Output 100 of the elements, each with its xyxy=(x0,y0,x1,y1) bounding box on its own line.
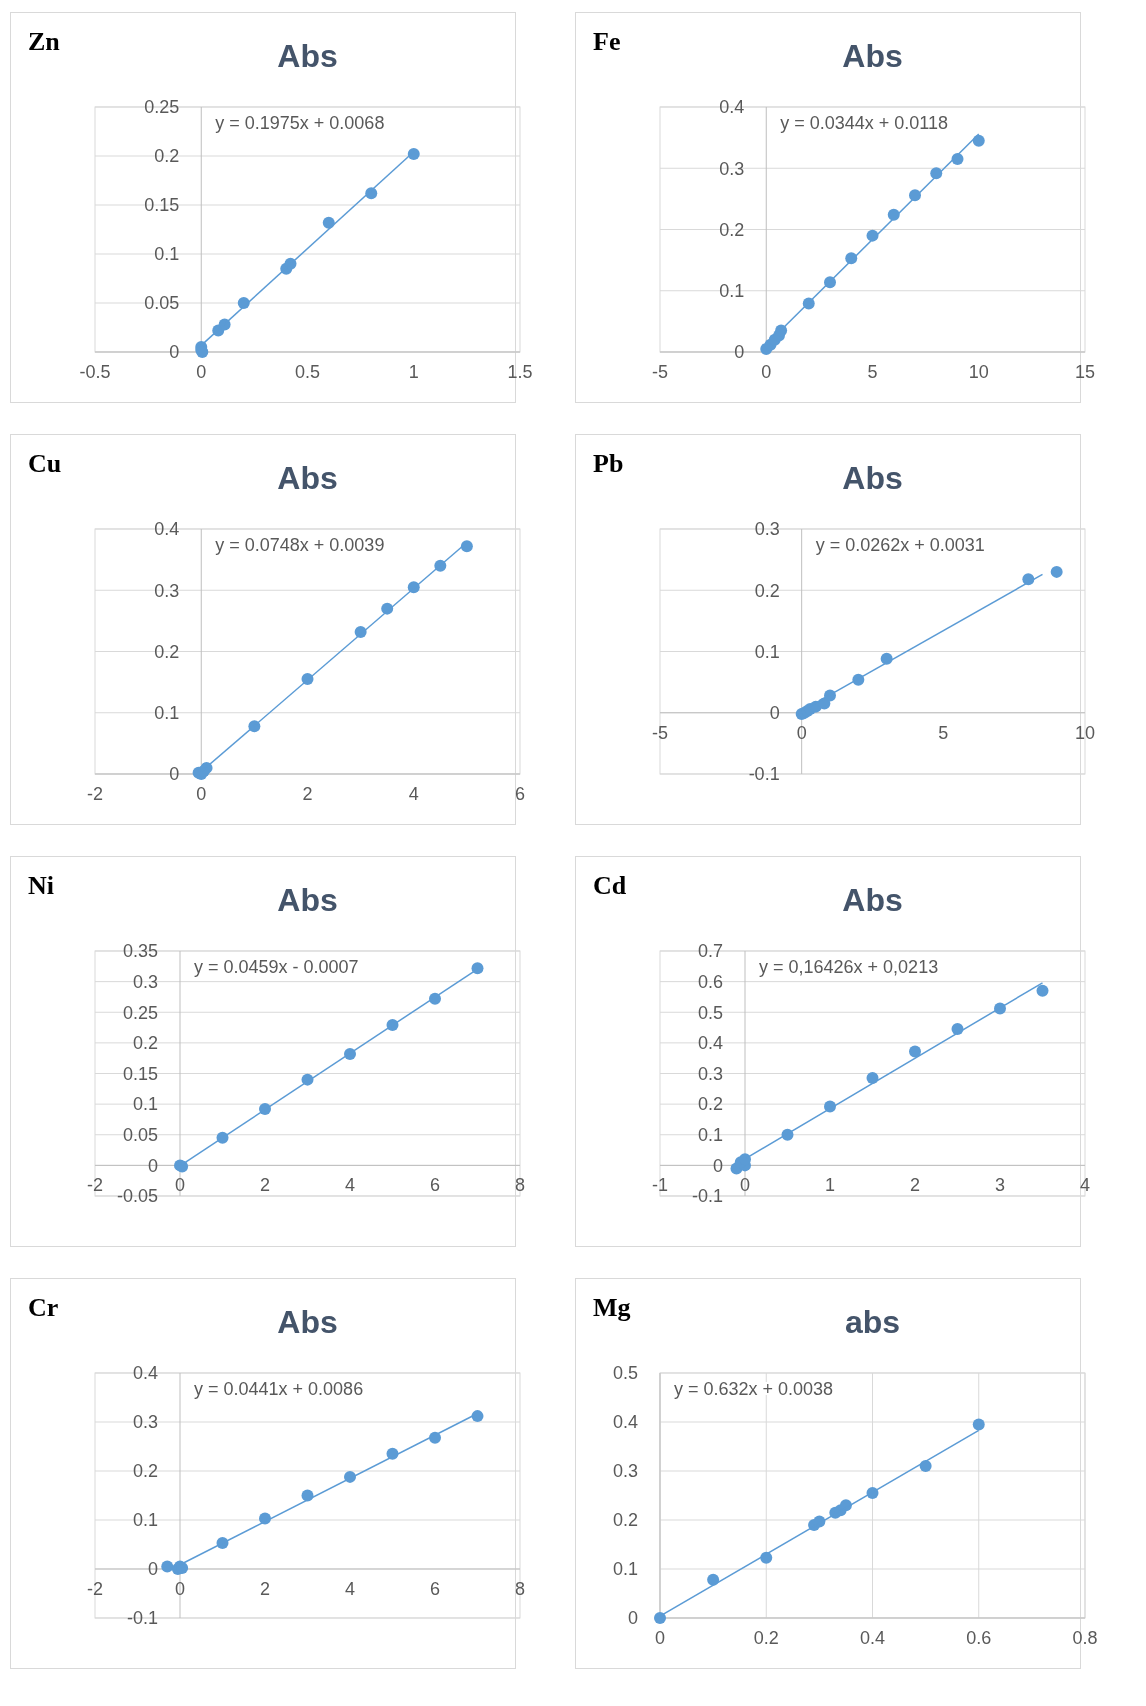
y-tick-label: 0.3 xyxy=(132,1412,158,1433)
chart-title: Abs xyxy=(277,882,338,918)
y-tick-label: 0.35 xyxy=(122,941,158,962)
x-tick-label: -2 xyxy=(86,784,104,804)
y-tick-label: 0.2 xyxy=(154,641,180,662)
y-tick-label: 0.2 xyxy=(612,1510,638,1531)
y-tick-label: 0.15 xyxy=(144,195,180,216)
y-tick-label: -0.1 xyxy=(748,764,780,785)
x-tick-label: -2 xyxy=(86,1175,104,1196)
y-tick-label: 0.5 xyxy=(612,1363,638,1384)
x-tick-label: 6 xyxy=(514,784,526,804)
chart-title: Abs xyxy=(842,38,903,74)
y-tick-label: 0 xyxy=(712,1155,723,1176)
y-tick-label: 0.25 xyxy=(144,97,180,118)
x-tick-label: 8 xyxy=(514,1579,526,1599)
x-tick-label: 2 xyxy=(259,1175,271,1196)
annotation: y = 0,16426x + 0,0213 xyxy=(759,957,939,977)
y-tick-label: 0.2 xyxy=(697,1094,723,1115)
y-tick-label: 0 xyxy=(169,342,180,363)
y-tick-label: 0.1 xyxy=(132,1510,158,1531)
chart-subtitle: Pb xyxy=(593,449,624,478)
x-tick-label: 1.5 xyxy=(507,362,533,382)
x-tick-label: 6 xyxy=(429,1579,441,1599)
annotation: y = 0.632x + 0.0038 xyxy=(674,1379,834,1399)
x-tick-label: 1 xyxy=(824,1175,836,1196)
y-tick-label: -0.05 xyxy=(116,1186,158,1207)
x-tick-label: -0.5 xyxy=(79,362,111,382)
x-tick-label: 0 xyxy=(196,362,207,382)
y-tick-label: 0.2 xyxy=(754,580,780,601)
x-tick-label: 2 xyxy=(909,1175,921,1196)
y-tick-label: 0.2 xyxy=(719,219,745,240)
y-tick-label: 0.1 xyxy=(154,703,180,724)
chart-subtitle: Mg xyxy=(593,1293,631,1322)
x-tick-label: 0 xyxy=(796,722,807,743)
y-tick-label: -0.1 xyxy=(126,1608,158,1629)
x-tick-label: -5 xyxy=(651,362,669,382)
annotation: y = 0.0459x - 0.0007 xyxy=(194,957,359,977)
x-tick-label: 0 xyxy=(196,784,207,804)
x-tick-label: 4 xyxy=(1079,1175,1091,1196)
y-tick-label: 0.05 xyxy=(144,293,180,314)
annotation: y = 0.0262x + 0.0031 xyxy=(815,535,985,555)
y-tick-label: 0.2 xyxy=(132,1461,158,1482)
y-tick-label: 0.1 xyxy=(754,641,780,662)
chart-title: Abs xyxy=(277,1304,338,1340)
chart-subtitle: Zn xyxy=(28,27,61,56)
y-tick-label: 0.4 xyxy=(154,519,180,540)
y-tick-label: 0 xyxy=(147,1559,158,1580)
y-tick-label: 0.1 xyxy=(132,1094,158,1115)
x-tick-label: 15 xyxy=(1074,362,1096,382)
x-tick-label: 4 xyxy=(408,784,419,804)
x-tick-label: 6 xyxy=(429,1175,441,1196)
x-tick-label: 3 xyxy=(994,1175,1006,1196)
chart-title: Abs xyxy=(277,460,338,496)
x-tick-label: -1 xyxy=(651,1175,669,1196)
x-tick-label: 8 xyxy=(514,1175,526,1196)
annotation: y = 0.1975x + 0.0068 xyxy=(215,113,385,133)
x-tick-label: 0.8 xyxy=(1072,1628,1098,1648)
y-tick-label: 0.05 xyxy=(122,1125,158,1146)
chart-subtitle: Cd xyxy=(593,871,627,900)
x-tick-label: 10 xyxy=(968,362,989,382)
y-tick-label: 0.3 xyxy=(697,1063,723,1084)
y-tick-label: 0 xyxy=(169,764,180,785)
y-tick-label: 0.4 xyxy=(612,1412,638,1433)
y-tick-label: 0.1 xyxy=(612,1559,638,1580)
x-tick-label: 5 xyxy=(867,362,878,382)
chart-subtitle: Ni xyxy=(28,871,54,900)
x-tick-label: 0.5 xyxy=(294,362,321,382)
y-tick-label: 0 xyxy=(627,1608,638,1629)
x-tick-label: 2 xyxy=(302,784,313,804)
annotation: y = 0.0441x + 0.0086 xyxy=(194,1379,364,1399)
annotation: y = 0.0748x + 0.0039 xyxy=(215,535,385,555)
x-tick-label: 1 xyxy=(408,362,419,382)
y-tick-label: 0.15 xyxy=(122,1063,158,1084)
y-tick-label: -0.1 xyxy=(691,1186,723,1207)
x-tick-label: 0.6 xyxy=(966,1628,992,1648)
y-tick-label: 0.1 xyxy=(154,244,180,265)
chart-title: Abs xyxy=(842,460,903,496)
y-tick-label: 0 xyxy=(147,1155,158,1176)
x-tick-label: 4 xyxy=(344,1579,356,1599)
y-tick-label: 0.1 xyxy=(697,1125,723,1146)
y-tick-label: 0.2 xyxy=(132,1033,158,1054)
chart-subtitle: Cu xyxy=(28,449,62,478)
y-tick-label: 0.5 xyxy=(697,1002,723,1023)
chart-title: Abs xyxy=(842,882,903,918)
y-tick-label: 0.25 xyxy=(122,1002,158,1023)
x-tick-label: 10 xyxy=(1074,722,1096,743)
chart-title: Abs xyxy=(277,38,338,74)
y-tick-label: 0.3 xyxy=(754,519,780,540)
chart-subtitle: Fe xyxy=(593,27,621,56)
x-tick-label: 2 xyxy=(259,1579,271,1599)
y-tick-label: 0 xyxy=(769,703,780,724)
x-tick-label: 4 xyxy=(344,1175,356,1196)
y-tick-label: 0.3 xyxy=(612,1461,638,1482)
y-tick-label: 0.6 xyxy=(697,971,723,992)
y-tick-label: 0.4 xyxy=(132,1363,158,1384)
x-tick-label: 5 xyxy=(938,722,949,743)
y-tick-label: 0 xyxy=(734,342,745,363)
y-tick-label: 0.3 xyxy=(132,971,158,992)
chart-title: abs xyxy=(844,1304,901,1340)
x-tick-label: -2 xyxy=(86,1579,104,1599)
